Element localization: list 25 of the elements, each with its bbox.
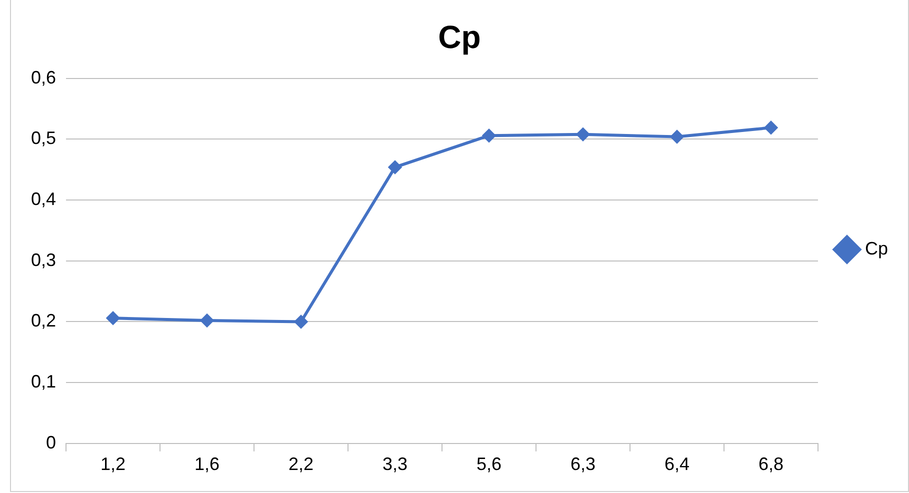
point — [106, 312, 120, 325]
x-tick-label: 3,3 — [382, 454, 408, 474]
x-tick-label: 6,4 — [664, 454, 690, 474]
y-tick-label: 0,6 — [30, 67, 56, 88]
y-tick-label: 0 — [46, 432, 56, 452]
point — [482, 129, 496, 142]
y-tick-label: 0,3 — [30, 250, 56, 270]
y-tick-label: 0,2 — [30, 310, 56, 331]
x-tick-label: 5,6 — [476, 454, 502, 474]
x-tick-label: 1,6 — [194, 454, 220, 474]
x-tick-label: 6,8 — [758, 454, 784, 474]
legend-label: Cp — [864, 238, 888, 258]
y-tick-label: 0,4 — [30, 189, 56, 210]
point — [388, 160, 402, 174]
x-tick-label: 1,2 — [100, 454, 126, 474]
point — [294, 315, 308, 328]
chart-title: Cp — [438, 19, 481, 56]
point — [670, 130, 684, 144]
point — [200, 314, 214, 328]
x-tick-label: 6,3 — [570, 454, 596, 474]
x-tick-label: 2,2 — [288, 454, 314, 474]
y-tick-label: 0,1 — [30, 372, 56, 392]
point — [576, 128, 590, 141]
point — [764, 121, 778, 134]
y-tick-label: 0,5 — [30, 128, 56, 148]
